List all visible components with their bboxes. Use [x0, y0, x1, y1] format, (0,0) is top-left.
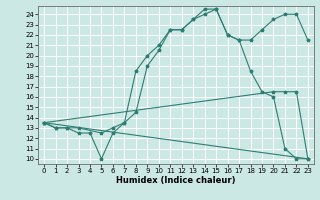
- X-axis label: Humidex (Indice chaleur): Humidex (Indice chaleur): [116, 176, 236, 185]
